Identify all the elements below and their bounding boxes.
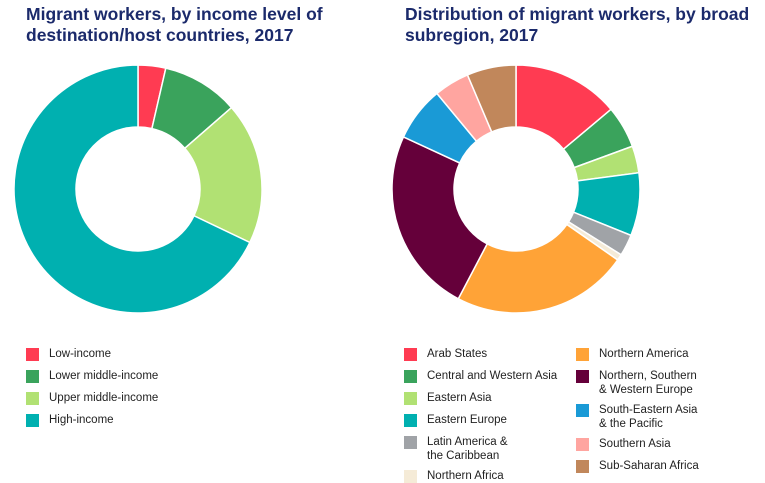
legend-label: Sub-Saharan Africa (599, 460, 699, 472)
legend-swatch (576, 370, 589, 383)
legend-swatch (404, 470, 417, 483)
chart-panel-subregion: Distribution of migrant workers, by broa… (385, 0, 765, 483)
legend-swatch (26, 370, 39, 383)
legend-swatch (576, 348, 589, 361)
legend-item-upper-middle-income: Upper middle-income (26, 391, 158, 405)
legend-income: Low-income Lower middle-income Upper middl… (26, 347, 366, 447)
legend-label: Low-income (49, 348, 111, 360)
legend-swatch (404, 370, 417, 383)
legend-item-eastern-europe: Eastern Europe (404, 413, 507, 427)
legend-label: South-Eastern Asia & the Pacific (599, 404, 698, 430)
slice-upper-middle-income (183, 106, 263, 244)
legend-label: Eastern Europe (427, 414, 507, 426)
legend-label: Latin America & the Caribbean (427, 436, 508, 462)
legend-swatch (404, 392, 417, 405)
legend-item-sub-saharan-africa: Sub-Saharan Africa (576, 459, 699, 473)
donut-chart-income (13, 64, 263, 314)
legend-label: Arab States (427, 348, 488, 360)
legend-swatch (26, 348, 39, 361)
legend-label: Lower middle-income (49, 370, 159, 382)
legend-swatch (576, 404, 589, 417)
legend-swatch (404, 348, 417, 361)
legend-item-latin-america-the-caribbean: Latin America & the Caribbean (404, 435, 508, 463)
legend-swatch (576, 438, 589, 451)
chart-title-income: Migrant workers, by income level of dest… (26, 4, 323, 45)
chart-panel-income: Migrant workers, by income level of dest… (0, 0, 380, 475)
legend-label: Northern, Southern & Western Europe (599, 370, 697, 396)
legend-label: Northern Africa (427, 470, 504, 482)
legend-swatch (404, 414, 417, 427)
legend-swatch (26, 392, 39, 405)
chart-title-subregion: Distribution of migrant workers, by broa… (405, 4, 750, 45)
legend-label: Upper middle-income (49, 392, 159, 404)
legend-swatch (576, 460, 589, 473)
legend-item-lower-middle-income: Lower middle-income (26, 369, 158, 383)
legend-item-southern-asia: Southern Asia (576, 437, 671, 451)
slice-northern-southern-western-europe (391, 135, 489, 300)
legend-swatch (26, 414, 39, 427)
donut-chart-subregion (391, 64, 641, 314)
legend-item-northern-africa: Northern Africa (404, 469, 504, 483)
legend-item-low-income: Low-income (26, 347, 111, 361)
slice-northern-america (457, 223, 619, 314)
legend-item-central-and-western-asia: Central and Western Asia (404, 369, 557, 383)
legend-item-eastern-asia: Eastern Asia (404, 391, 492, 405)
legend-label: Northern America (599, 348, 689, 360)
legend-item-northern-southern-western-europe: Northern, Southern & Western Europe (576, 369, 697, 397)
slice-sub-saharan-africa (466, 64, 517, 133)
legend-item-arab-states: Arab States (404, 347, 487, 361)
legend-label: Eastern Asia (427, 392, 492, 404)
legend-item-high-income: High-income (26, 413, 114, 427)
legend-subregion: Arab States Central and Western Asia Easte… (404, 347, 764, 483)
legend-label: Central and Western Asia (427, 370, 558, 382)
legend-label: Southern Asia (599, 438, 671, 450)
legend-item-northern-america: Northern America (576, 347, 688, 361)
slice-high-income (13, 64, 251, 314)
legend-swatch (404, 436, 417, 449)
legend-item-south-eastern-asia-the-pacific: South-Eastern Asia & the Pacific (576, 403, 697, 431)
legend-label: High-income (49, 414, 114, 426)
